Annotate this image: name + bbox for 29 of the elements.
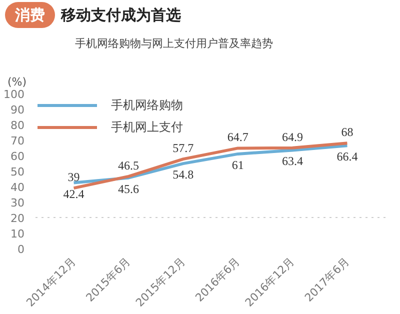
- data-label: 54.8: [172, 168, 194, 182]
- data-label: 57.7: [172, 141, 194, 156]
- data-label: 45.6: [118, 182, 139, 196]
- y-tick-label: 10: [10, 228, 25, 240]
- data-label: 68: [341, 125, 354, 140]
- legend-label: 手机网上支付: [111, 118, 183, 136]
- y-tick-label: 40: [10, 181, 25, 194]
- y-tick-label: 80: [10, 119, 25, 132]
- chart-title: 移动支付成为首选: [61, 6, 181, 24]
- y-tick-label: 60: [10, 150, 25, 163]
- y-axis-title: (%): [8, 76, 27, 88]
- y-tick-label: 20: [10, 212, 25, 225]
- data-label: 61: [232, 158, 244, 172]
- y-tick-label: 30: [10, 196, 25, 210]
- data-label: 42.4: [63, 186, 84, 201]
- data-label: 39: [68, 170, 80, 184]
- y-tick-label: 90: [10, 104, 25, 116]
- y-tick-label: 100: [4, 88, 25, 101]
- data-label: 64.9: [282, 130, 304, 144]
- data-label: 63.4: [282, 154, 304, 168]
- y-tick-label: 50: [10, 166, 25, 178]
- y-tick-label: 70: [10, 134, 25, 148]
- chart-subtitle: 手机网络购物与网上支付用户普及率趋势: [75, 36, 274, 52]
- data-label: 66.4: [336, 150, 358, 164]
- data-label: 46.5: [118, 158, 139, 172]
- legend-label: 手机网络购物: [111, 96, 183, 114]
- data-label: 64.7: [227, 130, 248, 144]
- y-tick-label: 0: [18, 243, 24, 256]
- text: 消费: [5, 2, 55, 28]
